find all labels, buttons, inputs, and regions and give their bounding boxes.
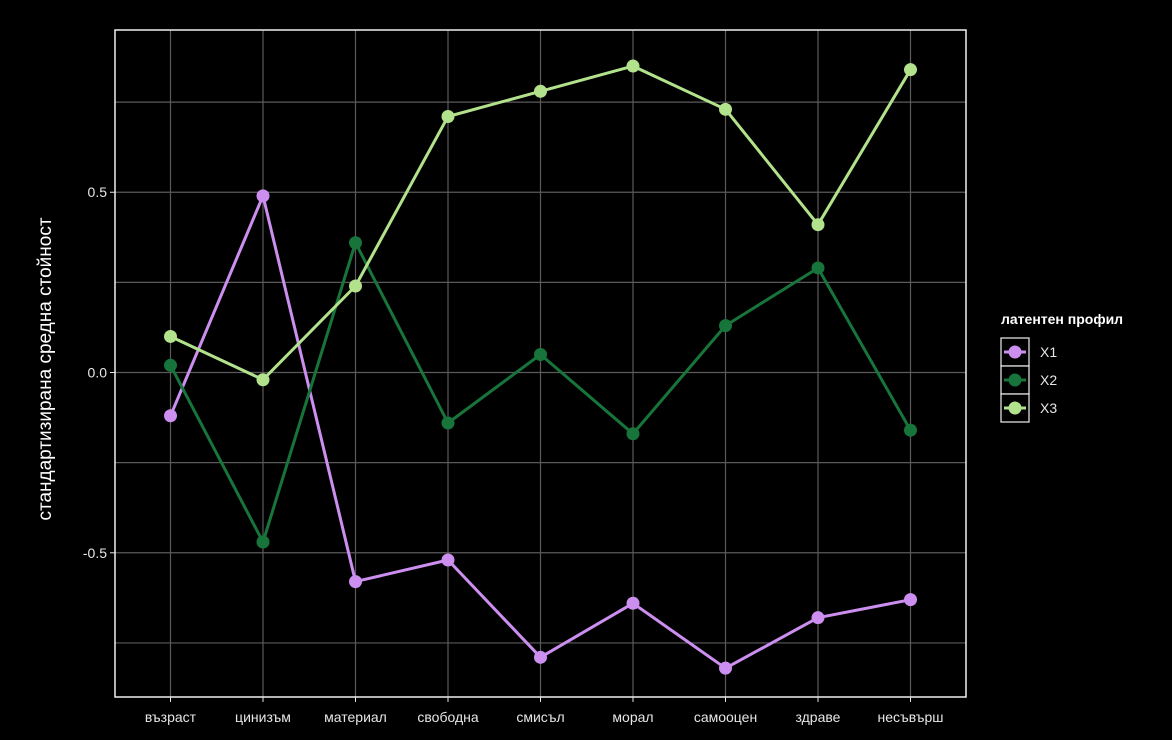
x-tick-label: материал <box>324 709 387 725</box>
data-point <box>164 409 177 423</box>
series-layer <box>164 59 917 675</box>
legend-label: X2 <box>1040 372 1057 388</box>
data-point <box>904 63 917 77</box>
legend-title: латентен профил <box>1001 311 1123 327</box>
y-axis-title: стандартизирана средна стойност <box>35 217 56 520</box>
data-point <box>719 661 732 675</box>
data-point <box>441 553 455 567</box>
legend-key-point <box>1008 373 1022 387</box>
legend-items: X1 X2 X3 <box>1000 337 1057 423</box>
legend-key-point <box>1008 345 1022 359</box>
data-point <box>441 110 455 124</box>
legend-key-point <box>1008 401 1022 415</box>
data-point <box>904 423 917 437</box>
data-point <box>811 218 825 232</box>
x-axis: възраст цинизъм материал свободна смисъл мора… <box>145 697 944 725</box>
data-point <box>626 427 640 441</box>
data-point <box>256 373 270 387</box>
legend-label: X3 <box>1040 400 1057 416</box>
data-point <box>164 358 177 372</box>
series-X3 <box>164 59 917 387</box>
grid-major <box>115 30 966 697</box>
x-tick-label: смисъл <box>516 709 564 725</box>
y-tick-label: 0.5 <box>88 184 108 200</box>
data-point <box>256 189 270 203</box>
x-tick-label: възраст <box>145 709 197 725</box>
data-point <box>441 416 455 430</box>
y-tick-label: 0.0 <box>88 365 108 381</box>
x-tick-label: самооцен <box>694 709 757 725</box>
legend-label: X1 <box>1040 344 1057 360</box>
data-point <box>349 279 362 293</box>
data-point <box>256 535 270 549</box>
data-point <box>626 596 640 610</box>
legend-item: X3 <box>1000 393 1057 423</box>
data-point <box>534 347 547 361</box>
data-point <box>349 236 362 250</box>
data-point <box>534 650 547 664</box>
data-point <box>904 593 917 607</box>
y-axis: -0.5 0.0 0.5 <box>83 184 115 561</box>
data-point <box>811 261 825 275</box>
x-tick-label: цинизъм <box>235 709 291 725</box>
data-point <box>719 319 732 333</box>
x-tick-label: несъвърш <box>877 709 943 725</box>
y-tick-label: -0.5 <box>83 545 107 561</box>
data-point <box>811 611 825 625</box>
data-point <box>626 59 640 73</box>
data-point <box>534 84 547 98</box>
x-tick-label: свободна <box>417 709 478 725</box>
legend: латентен профил X1 X2 X3 <box>1000 311 1123 423</box>
x-tick-label: морал <box>612 709 653 725</box>
data-point <box>164 329 177 343</box>
series-X2 <box>164 236 917 549</box>
data-point <box>719 102 732 116</box>
x-tick-label: здраве <box>796 709 841 725</box>
data-point <box>349 575 362 589</box>
series-X1 <box>164 189 917 675</box>
